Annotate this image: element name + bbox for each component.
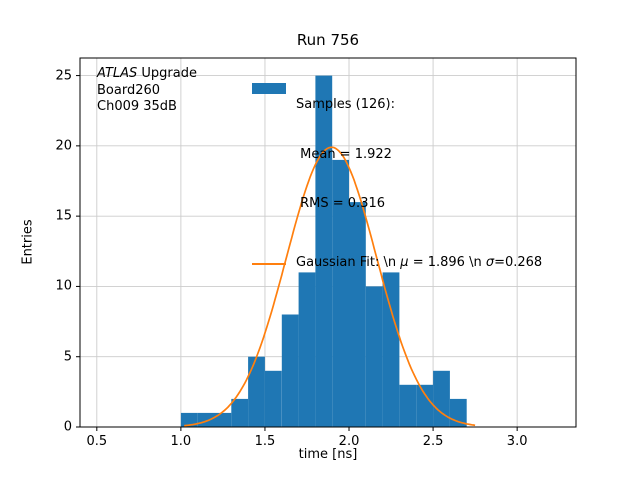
x-tick-label: 0.5 xyxy=(86,434,108,449)
samples-rms-line: RMS = 0.316 xyxy=(296,196,386,211)
histogram-bar xyxy=(315,75,333,427)
histogram-bar xyxy=(197,412,215,427)
histogram-bar xyxy=(231,398,249,427)
legend: Samples (126): Mean = 1.922 RMS = 0.316 … xyxy=(252,64,542,280)
annotation-text: ATLAS Upgrade Board260 Ch009 35dB xyxy=(97,66,197,116)
histogram-bar xyxy=(264,370,282,427)
histogram-bar xyxy=(214,412,232,427)
axes-spines xyxy=(79,57,577,428)
gaussian-line-swatch xyxy=(252,262,286,265)
legend-entry-fit: Gaussian Fit: \n μ = 1.896 \n σ=0.268 xyxy=(252,255,542,272)
histogram-swatch xyxy=(252,83,286,94)
fit-label-prefix: Gaussian Fit: \n xyxy=(296,254,401,270)
legend-label-fit: Gaussian Fit: \n μ = 1.896 \n σ=0.268 xyxy=(296,255,542,272)
samples-count-line: Samples (126): xyxy=(296,97,395,112)
annotation-line-3: Ch009 35dB xyxy=(97,99,177,114)
y-tick-label: 20 xyxy=(55,138,72,154)
fit-mu-symbol: μ xyxy=(400,254,409,270)
annotation-atlas: ATLAS xyxy=(97,66,138,81)
x-axis-label: time [ns] xyxy=(298,447,358,462)
histogram-bar xyxy=(281,314,299,427)
histogram-bar xyxy=(180,412,198,427)
histogram-bar xyxy=(433,370,450,427)
histogram-bar xyxy=(399,384,417,427)
histogram-bar xyxy=(332,159,349,427)
histogram-bar xyxy=(298,272,316,427)
annotation-upgrade: Upgrade xyxy=(137,66,197,81)
chart-title: Run 756 xyxy=(296,31,360,49)
x-tick-label: 1.0 xyxy=(170,434,192,449)
x-tick-label: 3.0 xyxy=(506,434,528,449)
histogram-bar xyxy=(349,202,366,427)
histogram-bar xyxy=(416,384,434,427)
histogram-bar xyxy=(248,356,265,427)
histogram-bar xyxy=(365,286,383,427)
histogram-bar xyxy=(382,272,400,427)
annotation-line-1: ATLAS Upgrade xyxy=(97,66,197,83)
annotation-line-2: Board260 xyxy=(97,82,161,98)
fit-sigma-symbol: σ xyxy=(485,254,495,270)
x-tick-label: 2.5 xyxy=(422,434,444,449)
x-tick-label: 1.5 xyxy=(254,434,276,449)
fit-mu-value: = 1.896 \n xyxy=(408,254,486,270)
legend-entry-samples: Samples (126): Mean = 1.922 RMS = 0.316 xyxy=(252,64,542,246)
legend-label-samples: Samples (126): Mean = 1.922 RMS = 0.316 xyxy=(296,64,395,246)
y-tick-label: 5 xyxy=(63,349,72,365)
legend-handle-fit xyxy=(252,255,286,272)
y-tick-label: 10 xyxy=(55,278,72,294)
fit-sigma-value: =0.268 xyxy=(494,254,543,270)
y-tick-label: 0 xyxy=(63,419,72,435)
y-tick-label: 15 xyxy=(55,208,72,224)
gaussian-fit-curve xyxy=(184,146,476,427)
y-axis-label: Entries xyxy=(20,219,36,265)
x-tick-label: 2.0 xyxy=(338,434,360,449)
y-tick-label: 25 xyxy=(55,68,72,84)
samples-mean-line: Mean = 1.922 xyxy=(296,146,392,162)
legend-handle-samples xyxy=(252,64,286,246)
